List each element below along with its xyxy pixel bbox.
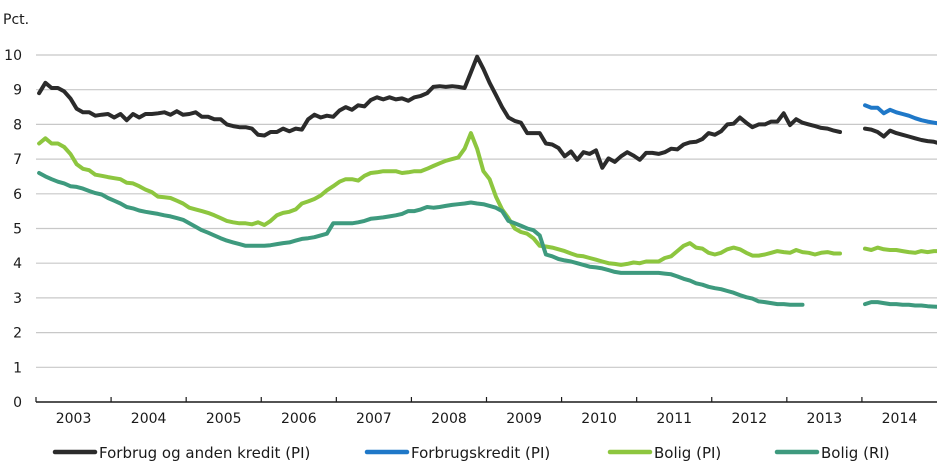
x-axis: 2003 2004 2005 2006 2007 2008 2009 2010 2011 2012… — [35, 397, 937, 427]
legend-label: Bolig (RI) — [821, 444, 890, 462]
series-line — [863, 245, 937, 255]
series-line — [37, 131, 842, 267]
y-axis-unit-label: Pct. — [3, 12, 29, 28]
x-tick-label: 2006 — [281, 411, 317, 427]
legend-label: Bolig (PI) — [654, 444, 721, 462]
y-axis-ticks: 0 1 2 3 4 5 6 7 8 9 10 — [4, 48, 22, 411]
y-tick-label: 8 — [13, 117, 22, 133]
y-tick-label: 6 — [13, 187, 22, 203]
y-tick-label: 3 — [13, 291, 22, 307]
legend: Forbrug og anden kredit (PI) Forbrugskred… — [52, 444, 890, 462]
x-tick-label: 2009 — [506, 411, 542, 427]
x-tick-label: 2014 — [882, 411, 918, 427]
series-line — [37, 54, 842, 170]
y-tick-label: 0 — [13, 395, 22, 411]
x-tick-label: 2007 — [356, 411, 392, 427]
x-tick-label: 2010 — [581, 411, 617, 427]
x-tick-label: 2004 — [131, 411, 167, 427]
x-tick-label: 2005 — [206, 411, 242, 427]
series-line — [37, 171, 805, 307]
x-tick-label: 2008 — [431, 411, 467, 427]
y-tick-label: 2 — [13, 326, 22, 342]
series-lines — [37, 54, 937, 309]
y-tick-label: 10 — [4, 48, 22, 64]
x-tick-label: 2011 — [656, 411, 692, 427]
y-tick-label: 7 — [13, 152, 22, 168]
gridlines — [36, 54, 937, 368]
y-tick-label: 9 — [13, 83, 22, 99]
legend-label: Forbrugskredit (PI) — [411, 444, 550, 462]
y-tick-label: 1 — [13, 360, 22, 376]
x-tick-label: 2003 — [56, 411, 92, 427]
series-line — [863, 103, 937, 126]
x-tick-label: 2013 — [807, 411, 843, 427]
y-tick-label: 5 — [13, 222, 22, 238]
y-tick-label: 4 — [13, 256, 22, 272]
series-line — [863, 126, 937, 145]
series-line — [863, 300, 937, 309]
x-tick-label: 2012 — [731, 411, 767, 427]
legend-label: Forbrug og anden kredit (PI) — [99, 444, 310, 462]
